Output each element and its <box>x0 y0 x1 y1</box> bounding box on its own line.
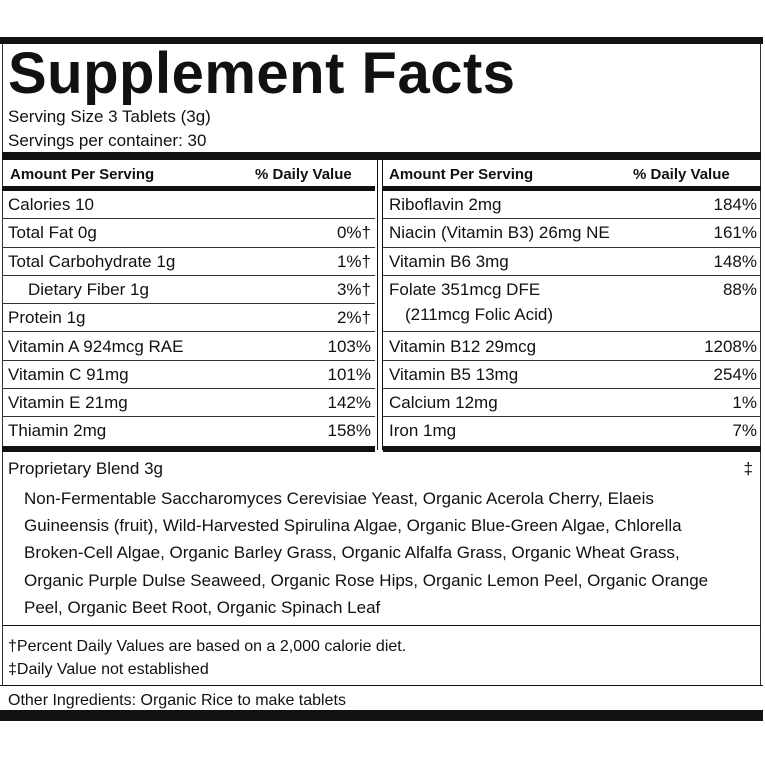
daily-value: 148% <box>713 251 757 271</box>
daily-value: 2%† <box>336 308 371 328</box>
nutrient-name: Niacin (Vitamin B3) 26mg NE <box>389 223 610 243</box>
column-header: Amount Per Serving <box>389 166 534 183</box>
nutrient-name: Vitamin C 91mg <box>8 364 129 384</box>
nutrient-name: Folate 351mcg DFE <box>389 279 541 299</box>
nutrient-name: Vitamin B12 29mcg <box>389 336 537 356</box>
nutrient-row: Protein 1g 2%† <box>2 304 375 333</box>
daily-value: 254% <box>713 364 757 384</box>
daily-value: 184% <box>713 195 757 214</box>
top-rule <box>0 37 763 44</box>
nutrient-row: Thiamin 2mg 158% <box>2 417 375 445</box>
daily-value: 161% <box>713 223 757 243</box>
thick-rule <box>2 446 375 452</box>
daily-value: 7% <box>732 421 757 441</box>
daily-value: 1%† <box>336 251 371 271</box>
thick-rule <box>383 446 761 452</box>
daily-value: 101% <box>327 364 371 384</box>
nutrient-row: Vitamin C 91mg 101% <box>2 361 375 390</box>
nutrient-name: Total Carbohydrate 1g <box>8 251 176 271</box>
nutrient-row: Calories 10 <box>2 191 375 220</box>
nutrient-name: Total Fat 0g <box>8 223 97 243</box>
nutrient-row: Dietary Fiber 1g 3%† <box>2 276 375 305</box>
header-rule <box>2 186 375 191</box>
footnote: ‡Daily Value not established <box>8 661 209 678</box>
nutrient-name: Vitamin B5 13mg <box>389 364 519 384</box>
daily-value: 3%† <box>336 279 371 299</box>
nutrient-row: Folate 351mcg DFE (211mcg Folic Acid) 88% <box>383 276 761 333</box>
nutrient-name: Calcium 12mg <box>389 393 498 413</box>
column-divider <box>377 160 378 450</box>
nutrient-row: Total Fat 0g 0%† <box>2 219 375 248</box>
nutrient-row: Iron 1mg 7% <box>383 417 761 445</box>
nutrient-row: Vitamin B6 3mg 148% <box>383 248 761 276</box>
nutrient-row: Vitamin A 924mcg RAE 103% <box>2 333 375 361</box>
rule <box>0 685 763 686</box>
nutrient-row: Vitamin B12 29mcg 1208% <box>383 333 761 361</box>
nutrient-name: Thiamin 2mg <box>8 421 107 441</box>
nutrient-name: Calories 10 <box>8 195 94 214</box>
blend-name: Proprietary Blend 3g <box>8 459 163 478</box>
daily-value: 88% <box>722 279 757 299</box>
column-header: % Daily Value <box>633 166 730 183</box>
nutrient-note: (211mcg Folic Acid) <box>405 304 554 324</box>
thick-rule <box>2 152 761 160</box>
nutrient-name: Protein 1g <box>8 308 86 328</box>
nutrient-name: Vitamin E 21mg <box>8 393 128 413</box>
nutrient-name: Dietary Fiber 1g <box>28 279 149 299</box>
nutrient-row: Vitamin B5 13mg 254% <box>383 361 761 390</box>
servings-per-container: Servings per container: 30 <box>8 131 207 150</box>
nutrient-row: Niacin (Vitamin B3) 26mg NE 161% <box>383 219 761 248</box>
label-frame <box>2 44 761 686</box>
daily-value: 1% <box>732 393 757 413</box>
nutrient-row: Total Carbohydrate 1g 1%† <box>2 248 375 276</box>
bottom-rule <box>0 710 763 721</box>
nutrient-row: Vitamin E 21mg 142% <box>2 389 375 418</box>
other-ingredients: Other Ingredients: Organic Rice to make … <box>8 692 346 709</box>
title: Supplement Facts <box>8 41 516 106</box>
nutrient-name: Vitamin B6 3mg <box>389 251 509 271</box>
nutrient-name: Iron 1mg <box>389 421 457 441</box>
footnote: †Percent Daily Values are based on a 2,0… <box>8 638 407 655</box>
daily-value: 0%† <box>336 223 371 243</box>
nutrient-row: Riboflavin 2mg 184% <box>383 191 761 220</box>
header-rule <box>383 186 761 191</box>
daily-value: 103% <box>327 336 371 356</box>
column-divider <box>382 160 383 450</box>
serving-size: Serving Size 3 Tablets (3g) <box>8 107 211 126</box>
blend-dv: ‡ <box>743 459 753 478</box>
nutrient-name: Riboflavin 2mg <box>389 195 502 214</box>
rule <box>2 625 761 626</box>
daily-value: 1208% <box>704 336 757 356</box>
column-header: Amount Per Serving <box>10 166 155 183</box>
daily-value: 142% <box>327 393 371 413</box>
daily-value: 158% <box>327 421 371 441</box>
column-header: % Daily Value <box>255 166 352 183</box>
nutrient-name: Vitamin A 924mcg RAE <box>8 336 184 356</box>
nutrient-row: Calcium 12mg 1% <box>383 389 761 418</box>
blend-ingredients: Non-Fermentable Saccharomyces Cerevisiae… <box>24 489 709 617</box>
